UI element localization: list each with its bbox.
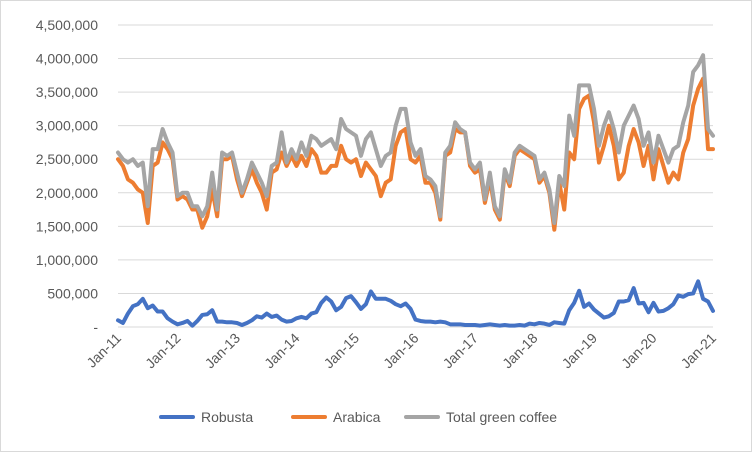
- y-tick-label: 500,000: [47, 285, 98, 301]
- x-tick-label: Jan-21: [678, 330, 720, 372]
- x-tick-label: Jan-20: [618, 330, 660, 372]
- legend-label: Total green coffee: [446, 409, 557, 425]
- x-tick-label: Jan-18: [499, 330, 541, 372]
- y-tick-label: 3,500,000: [36, 84, 98, 100]
- y-tick-label: -: [93, 319, 98, 335]
- series-lines: [116, 53, 715, 328]
- y-tick-label: 2,000,000: [36, 185, 98, 201]
- legend-label: Robusta: [201, 409, 253, 425]
- x-axis-tick-labels: Jan-11 Jan-12 Jan-13 Jan-14 Jan-15 Jan-16 Jan-…: [83, 330, 719, 372]
- x-tick-label: Jan-11: [83, 330, 124, 371]
- legend-label: Arabica: [333, 409, 381, 425]
- y-tick-label: 4,000,000: [36, 51, 98, 67]
- x-tick-label: Jan-13: [202, 330, 244, 372]
- y-tick-label: 2,500,000: [36, 151, 98, 167]
- legend: Robusta Arabica Total green coffee: [159, 409, 557, 425]
- x-tick-label: Jan-17: [440, 330, 482, 372]
- x-tick-label: Jan-15: [321, 330, 363, 372]
- y-tick-label: 3,000,000: [36, 118, 98, 134]
- series-line-arabica: [116, 76, 715, 232]
- y-axis-tick-labels: - 500,000 1,000,000 1,500,000 2,000,000 2,500…: [36, 17, 99, 335]
- series-line-robusta: [116, 279, 715, 328]
- x-tick-label: Jan-14: [261, 330, 303, 372]
- y-tick-label: 4,500,000: [36, 17, 98, 33]
- x-tick-label: Jan-16: [380, 330, 422, 372]
- x-tick-label: Jan-12: [142, 330, 184, 372]
- x-tick-label: Jan-19: [559, 330, 601, 372]
- y-tick-label: 1,000,000: [36, 252, 98, 268]
- series-line-total-green-coffee: [116, 53, 715, 225]
- y-tick-label: 1,500,000: [36, 218, 98, 234]
